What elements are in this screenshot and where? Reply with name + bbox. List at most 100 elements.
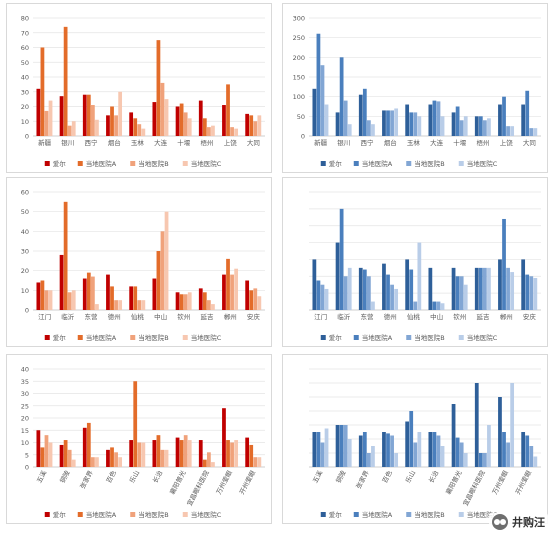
- bar-3: [506, 442, 510, 467]
- bar-2: [110, 106, 114, 136]
- y-tick-label: 50: [21, 59, 29, 67]
- bar-4: [347, 267, 352, 310]
- bar-1: [428, 432, 433, 467]
- bar-1: [358, 267, 363, 310]
- x-tick-label: 五溪: [310, 468, 324, 484]
- bar-3: [44, 110, 49, 136]
- bar-2: [386, 110, 390, 136]
- bar-4: [510, 383, 515, 467]
- x-tick-label: 中山: [430, 312, 443, 321]
- chart-panel-3: 0 10 20 30 40 50 60 江门 临沂 东营 德州 仙桃 中山 钦州 延吉 郴州 安庆 爱尔 当地医院A…: [6, 177, 272, 347]
- bar-4: [440, 116, 445, 136]
- x-tick-label: 长治: [426, 468, 440, 484]
- legend-swatch: [77, 161, 83, 166]
- bar-1: [36, 430, 41, 467]
- x-tick-label: 钦州: [177, 312, 190, 321]
- legend-label: 当地医院A: [362, 333, 393, 342]
- bar-2: [362, 432, 367, 467]
- x-tick-label: 东营: [85, 312, 99, 321]
- bar-3: [91, 457, 95, 467]
- legend-swatch: [182, 512, 188, 517]
- bar-4: [324, 104, 329, 136]
- bar-3: [67, 125, 72, 136]
- y-tick-label: 40: [21, 366, 29, 374]
- bar-3: [390, 435, 394, 467]
- bar-2: [362, 269, 367, 310]
- legend-swatch: [458, 335, 464, 340]
- bar-2: [455, 106, 460, 136]
- bar-1: [222, 105, 226, 136]
- bar-2: [202, 459, 207, 467]
- y-tick-label: 150: [293, 74, 305, 82]
- bar-2: [202, 118, 207, 136]
- bar-2: [249, 290, 254, 310]
- bar-3: [367, 453, 371, 467]
- x-tick-label: 烟台: [384, 138, 397, 147]
- x-tick-label: 钦州: [453, 312, 466, 321]
- legend-label: 当地医院A: [362, 510, 393, 519]
- bar-3: [183, 112, 188, 136]
- x-tick-label: 万州爱眼: [215, 469, 235, 496]
- bar-1: [405, 259, 410, 310]
- x-tick-label: 宜昌眼科医院: [185, 468, 211, 507]
- bar-4: [510, 126, 515, 136]
- bar-2: [525, 90, 530, 136]
- bar-3: [413, 112, 418, 136]
- bar-2: [86, 94, 91, 136]
- bar-1: [36, 282, 41, 310]
- bar-1: [312, 88, 317, 136]
- bar-4: [118, 91, 123, 136]
- bar-3: [483, 453, 487, 467]
- bar-1: [312, 259, 317, 310]
- x-tick-label: 临沂: [337, 312, 351, 321]
- bar-3: [529, 276, 534, 310]
- y-tick-label: 35: [21, 378, 29, 386]
- bar-3: [114, 300, 118, 310]
- bar-1: [428, 104, 433, 136]
- bar-1: [129, 286, 134, 310]
- bar-4: [257, 296, 262, 310]
- bar-4: [417, 242, 422, 310]
- x-tick-label: 银川: [61, 138, 74, 147]
- bar-1: [245, 437, 250, 467]
- bar-3: [367, 120, 371, 136]
- y-tick-label: 30: [21, 88, 29, 96]
- bar-2: [40, 280, 45, 310]
- legend-swatch: [406, 335, 412, 340]
- bar-3: [390, 284, 394, 310]
- y-tick-label: 25: [21, 402, 29, 410]
- bar-2: [316, 280, 321, 310]
- bar-2: [179, 294, 184, 310]
- x-tick-label: 东营: [361, 312, 375, 321]
- wechat-icon: [492, 514, 508, 530]
- x-tick-label: 百色: [380, 468, 394, 484]
- y-tick-label: 300: [293, 15, 305, 23]
- bar-3: [253, 288, 258, 310]
- bar-1: [382, 110, 386, 136]
- bar-3: [137, 300, 142, 310]
- bar-4: [440, 446, 445, 467]
- bar-2: [432, 432, 437, 467]
- bar-3: [230, 442, 234, 467]
- chart-svg-2: 0 50 100 150 200 250 300 新疆 银川 西宁 烟台 玉林 大连 十堰 梧州 上饶 大同爱尔…: [293, 15, 541, 168]
- legend-swatch: [130, 512, 136, 517]
- y-tick-label: 20: [21, 267, 29, 275]
- x-tick-label: 银川: [337, 138, 350, 147]
- bar-2: [502, 432, 506, 467]
- bar-1: [521, 259, 526, 310]
- bar-4: [417, 432, 422, 467]
- x-tick-label: 江门: [38, 312, 51, 321]
- legend-swatch: [44, 335, 50, 340]
- legend-label: 当地医院C: [467, 333, 498, 342]
- bar-2: [202, 292, 207, 310]
- x-tick-label: 万州爱眼: [491, 469, 511, 496]
- bar-4: [71, 121, 76, 136]
- bar-1: [152, 102, 157, 136]
- bar-1: [59, 96, 64, 136]
- x-tick-label: 玉林: [131, 138, 145, 147]
- y-tick-label: 0: [25, 307, 29, 315]
- legend-swatch: [353, 335, 359, 340]
- bar-4: [211, 125, 215, 136]
- legend-swatch: [182, 161, 188, 166]
